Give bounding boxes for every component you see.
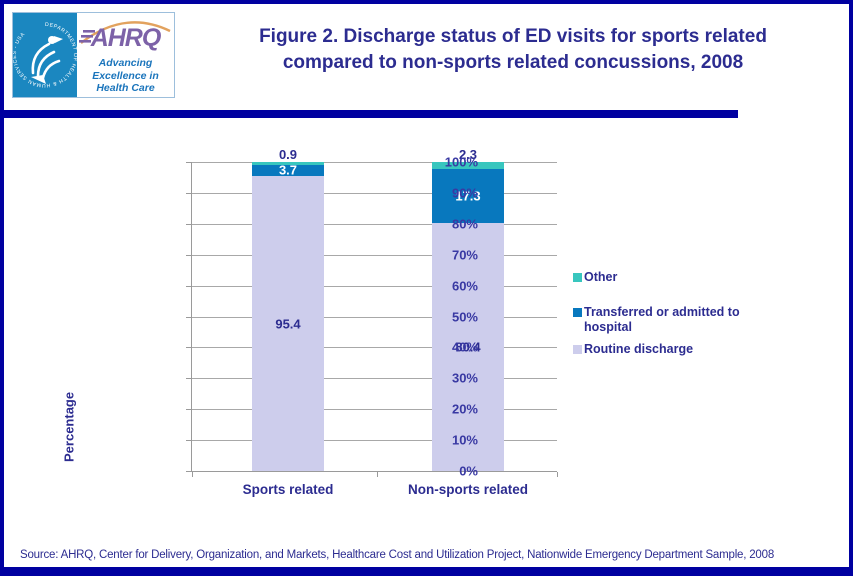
- source-note: Source: AHRQ, Center for Delivery, Organ…: [20, 549, 775, 561]
- y-tick-mark: [186, 223, 192, 225]
- y-tick-label: 60%: [451, 278, 478, 294]
- tagline-line-1: Advancing: [98, 57, 153, 69]
- ahrq-logo-panel: AHRQ Advancing Excellence in Health Care: [77, 13, 174, 97]
- data-label: 2.3: [458, 147, 478, 162]
- y-tick-label: 30%: [451, 370, 478, 386]
- gridline: [192, 378, 557, 380]
- data-label: 3.7: [278, 162, 298, 178]
- stacked-bar-chart: Percentage 95.4 3.7 0.9 80.4 17.3 2.3 0% 10% 20…: [4, 118, 849, 518]
- ahrq-hhs-logo: DEPARTMENT OF HEALTH & HUMAN SERVICES - …: [12, 12, 175, 98]
- y-tick-label: 40%: [451, 339, 478, 355]
- data-label: 80.4: [455, 339, 481, 355]
- bar-segment-transferred-or-admitted-to-hospital: [432, 169, 504, 223]
- legend-swatch-icon: [573, 273, 582, 282]
- x-tick-mark: [376, 472, 378, 477]
- hhs-ring-text: DEPARTMENT OF HEALTH & HUMAN SERVICES - …: [12, 22, 77, 88]
- bar-segment-transferred-or-admitted-to-hospital: [252, 164, 324, 177]
- legend-label: Transferred or admitted to hospital: [584, 305, 740, 334]
- legend-swatch-icon: [573, 308, 582, 317]
- legend-item: Transferred or admitted to hospital: [573, 305, 783, 335]
- figure-title-line1: Figure 2. Discharge status of ED visits …: [259, 26, 767, 47]
- header-divider-bar: [4, 110, 738, 118]
- figure-title: Figure 2. Discharge status of ED visits …: [189, 24, 837, 76]
- gridline: [192, 347, 557, 349]
- gridline: [192, 316, 557, 318]
- gridline: [192, 223, 557, 225]
- y-tick-mark: [186, 409, 192, 411]
- y-tick-mark: [186, 285, 192, 287]
- y-axis-title: Percentage: [61, 391, 77, 463]
- gridline: [192, 192, 557, 194]
- y-tick-mark: [186, 192, 192, 194]
- header: DEPARTMENT OF HEALTH & HUMAN SERVICES - …: [4, 4, 849, 109]
- bottom-border-bar: [4, 567, 849, 572]
- x-category-label: Sports related: [242, 482, 334, 497]
- y-tick-label: 90%: [451, 185, 478, 201]
- y-tick-mark: [186, 316, 192, 318]
- y-tick-mark: [186, 347, 192, 349]
- x-category-label: Non-sports related: [407, 482, 529, 497]
- y-tick-label: 100%: [444, 154, 478, 170]
- hhs-eagle-icon: DEPARTMENT OF HEALTH & HUMAN SERVICES - …: [12, 13, 77, 97]
- tagline-line-2: Excellence in: [92, 69, 159, 82]
- y-tick-label: 80%: [451, 216, 478, 232]
- y-tick-mark: [186, 440, 192, 442]
- data-label: 95.4: [275, 316, 301, 332]
- legend-label: Routine discharge: [584, 342, 694, 356]
- y-tick-mark: [186, 471, 192, 472]
- legend-item: Routine discharge: [573, 342, 783, 357]
- data-label: 0.9: [278, 147, 298, 162]
- gridline: [192, 254, 557, 256]
- y-tick-label: 50%: [451, 309, 478, 324]
- gridline: [192, 162, 557, 163]
- legend-label: Other: [584, 270, 618, 284]
- legend: Other Transferred or admitted to hospital…: [573, 270, 783, 357]
- y-tick-label: 20%: [451, 401, 478, 417]
- y-tick-label: 10%: [451, 432, 478, 448]
- bar-segment-routine-discharge: [252, 176, 324, 471]
- gridline: [192, 285, 557, 287]
- bar-segment-other: [432, 162, 504, 170]
- y-tick-label: 0%: [459, 463, 478, 479]
- ahrq-acronym: AHRQ: [90, 24, 162, 52]
- bar-segment-routine-discharge: [432, 222, 504, 471]
- legend-swatch-icon: [573, 345, 582, 354]
- x-axis-line: [191, 471, 557, 472]
- legend-item: Other: [573, 270, 783, 285]
- figure-title-line2: compared to non-sports related concussio…: [282, 52, 744, 73]
- y-tick-mark: [186, 378, 192, 380]
- svg-text:DEPARTMENT OF HEALTH & HUMAN S: DEPARTMENT OF HEALTH & HUMAN SERVICES - …: [13, 22, 77, 88]
- eagle-strokes: [31, 42, 61, 80]
- data-label: 17.3: [455, 188, 481, 204]
- plot-area: 95.4 3.7 0.9 80.4 17.3 2.3: [186, 147, 558, 477]
- y-tick-mark: [186, 254, 192, 256]
- ahrq-arc-icon: [79, 21, 171, 44]
- ahrq-tagline: Advancing Excellence in Health Care: [77, 57, 174, 95]
- y-tick-label: 70%: [451, 247, 478, 263]
- gridline: [192, 409, 557, 411]
- y-tick-mark: [186, 162, 192, 163]
- x-tick-mark: [557, 472, 558, 477]
- x-tick-mark: [192, 472, 193, 477]
- bar-segment-other: [252, 162, 324, 165]
- tagline-line-3: Health Care: [96, 82, 155, 94]
- gridline: [192, 440, 557, 442]
